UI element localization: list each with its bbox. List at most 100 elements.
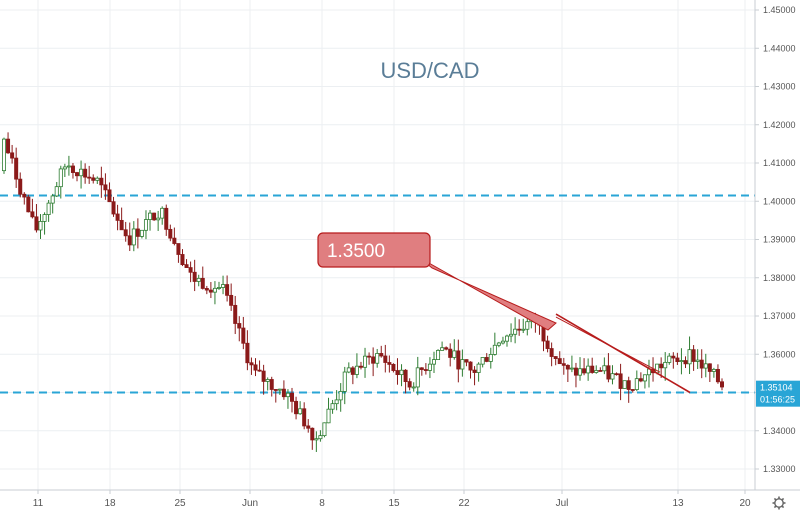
candle-body <box>338 391 343 401</box>
candle-body <box>10 152 15 159</box>
candle-body <box>54 186 59 197</box>
candle-body <box>111 201 116 215</box>
candle-body <box>638 378 643 382</box>
candle-body <box>22 193 27 198</box>
candle-body <box>667 355 672 363</box>
candle-body <box>75 172 80 177</box>
candle-body <box>440 347 445 351</box>
x-tick-label: 25 <box>174 498 186 509</box>
gear-icon[interactable] <box>772 496 786 510</box>
candle-body <box>594 370 599 373</box>
callout-label: 1.3500 <box>327 241 385 262</box>
candle-body <box>659 363 664 369</box>
candle-body <box>95 177 100 181</box>
candle-body <box>127 235 132 246</box>
y-tick-label: 1.36000 <box>763 349 796 359</box>
candle-body <box>257 369 262 372</box>
candle-body <box>196 277 201 282</box>
candle-body <box>464 359 469 363</box>
candle-body <box>290 392 295 402</box>
candle-body <box>634 378 639 390</box>
candle-body <box>261 370 266 382</box>
candle-body <box>269 379 274 390</box>
candle-body <box>610 373 615 380</box>
candle-body <box>115 213 120 221</box>
candle-body <box>488 354 493 362</box>
candle-body <box>281 388 286 398</box>
candle-body <box>699 359 704 369</box>
candle-body <box>626 380 631 390</box>
candle-body <box>2 138 7 172</box>
candle-body <box>346 367 351 373</box>
trendline-lower <box>555 316 661 373</box>
candle-body <box>403 369 408 383</box>
candle-body <box>407 381 412 388</box>
candle-body <box>500 340 505 344</box>
candle-body <box>298 408 303 415</box>
candle-body <box>188 267 193 273</box>
x-tick-label: Jul <box>556 498 569 509</box>
candle-body <box>419 367 424 370</box>
candle-body <box>99 177 104 186</box>
candle-body <box>590 365 595 373</box>
candle-body <box>14 157 19 180</box>
candle-body <box>496 342 501 346</box>
candle-body <box>630 389 635 391</box>
candle-body <box>156 217 161 221</box>
candle-body <box>6 138 11 154</box>
candle-body <box>83 168 88 178</box>
candle-body <box>176 243 181 255</box>
candle-body <box>326 408 331 424</box>
candle-body <box>103 184 108 191</box>
callout-box <box>317 232 431 268</box>
x-axis[interactable]: 11 18 25 Jun 8 15 22 Jul 13 20 <box>0 489 800 509</box>
candle-body <box>79 168 84 177</box>
candle-body <box>582 368 587 374</box>
candle-body <box>87 176 92 179</box>
candle-body <box>184 264 189 268</box>
candle-body <box>131 228 136 246</box>
x-tick-label: 20 <box>739 498 751 509</box>
candle-body <box>371 356 376 364</box>
candle-body <box>237 323 242 329</box>
candle-body <box>249 362 254 366</box>
y-tick-label: 1.43000 <box>763 82 796 92</box>
candle-body <box>395 370 400 376</box>
price-box-bg <box>756 380 800 407</box>
candle-body <box>208 289 213 293</box>
candle-body <box>545 340 550 349</box>
candle-body <box>399 369 404 376</box>
x-tick-label: 11 <box>33 498 44 509</box>
candle-body <box>26 196 31 213</box>
candle-body <box>107 189 112 203</box>
candle-body <box>711 368 716 372</box>
x-tick-label: Jun <box>242 498 258 509</box>
x-tick-label: 13 <box>672 498 684 509</box>
candle-body <box>241 327 246 344</box>
gear-tooth <box>773 505 777 509</box>
candle-body <box>691 349 696 362</box>
candle-body <box>358 365 363 368</box>
chart-title: USD/CAD <box>380 58 479 83</box>
candle-body <box>180 254 185 266</box>
candle-body <box>225 284 230 296</box>
candle-body <box>549 348 554 357</box>
trendline-group <box>555 313 691 394</box>
y-tick-label: 1.38000 <box>763 273 796 283</box>
candle-body <box>310 427 315 441</box>
x-tick-label: 18 <box>104 498 116 509</box>
candle-body <box>468 361 473 371</box>
candle-body <box>411 386 416 389</box>
candle-body <box>578 368 583 376</box>
candle-body <box>375 353 380 364</box>
candle-body <box>505 335 510 342</box>
candle-body <box>452 350 457 358</box>
candle-body <box>212 287 217 293</box>
candle-body <box>387 362 392 365</box>
candle-body <box>62 166 67 170</box>
candle-body <box>34 216 39 231</box>
price-callout[interactable]: 1.3500 <box>317 232 557 331</box>
y-axis[interactable]: 1.330001.340001.350001.360001.370001.380… <box>754 0 796 490</box>
candle-body <box>18 178 23 195</box>
candle-body <box>720 381 725 388</box>
